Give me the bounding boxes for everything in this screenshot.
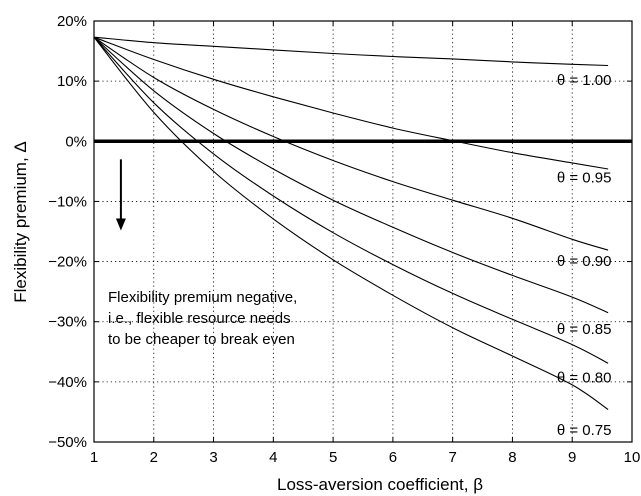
x-tick-label: 2: [150, 449, 158, 466]
annotation-line: to be cheaper to break even: [108, 331, 295, 348]
y-axis-title: Flexibility premium, Δ: [11, 141, 30, 303]
x-tick-label: 9: [568, 449, 576, 466]
series-line-1: [93, 36, 609, 170]
y-tick-label: −20%: [48, 254, 87, 271]
x-tick-label: 4: [269, 449, 277, 466]
y-tick-label: −40%: [48, 374, 87, 391]
y-tick-label: −50%: [48, 434, 87, 451]
y-tick-label: −10%: [48, 193, 87, 210]
x-tick-label: 10: [624, 449, 641, 466]
x-axis-title: Loss-aversion coefficient, β: [277, 475, 483, 494]
series-line-4: [93, 36, 609, 364]
x-tick-label: 7: [448, 449, 456, 466]
series-label: θ = 0.80: [557, 370, 612, 387]
plot-frame-layer: [93, 20, 633, 443]
x-tick-label: 3: [209, 449, 217, 466]
series-label: θ = 0.85: [557, 321, 612, 338]
down-arrow-icon: [115, 218, 126, 231]
plot-frame: [93, 20, 633, 443]
series-label: θ = 0.90: [557, 253, 612, 270]
series-label: θ = 0.75: [557, 422, 612, 439]
series-label: θ = 0.95: [557, 169, 612, 186]
tick-labels: 1 2 3 4 5 6 7 8 9 10 20% 10% 0% −10% −20% −30% −40% −50%: [48, 13, 640, 466]
series-line-2: [93, 36, 609, 251]
x-tick-label: 8: [508, 449, 516, 466]
series-label: θ = 1.00: [557, 72, 612, 89]
annotation-line: Flexibility premium negative,: [108, 289, 297, 306]
series-line-0: [93, 36, 609, 67]
x-tick-label: 1: [90, 449, 98, 466]
annotation-line: i.e., flexible resource needs: [108, 310, 291, 327]
series-line-5: [93, 36, 609, 410]
series-labels: θ = 1.00 θ = 0.95 θ = 0.90 θ = 0.85 θ = 0.80…: [557, 72, 612, 439]
x-tick-label: 5: [329, 449, 337, 466]
y-tick-label: 20%: [57, 13, 87, 30]
y-tick-label: 0%: [65, 133, 87, 150]
series-line-3: [93, 36, 609, 314]
series-layer: [93, 36, 609, 410]
y-tick-label: 10%: [57, 73, 87, 90]
grid-lines: [94, 21, 632, 442]
x-tick-label: 6: [389, 449, 397, 466]
annotation: Flexibility premium negative, i.e., flexi…: [108, 159, 297, 348]
y-tick-label: −30%: [48, 314, 87, 331]
